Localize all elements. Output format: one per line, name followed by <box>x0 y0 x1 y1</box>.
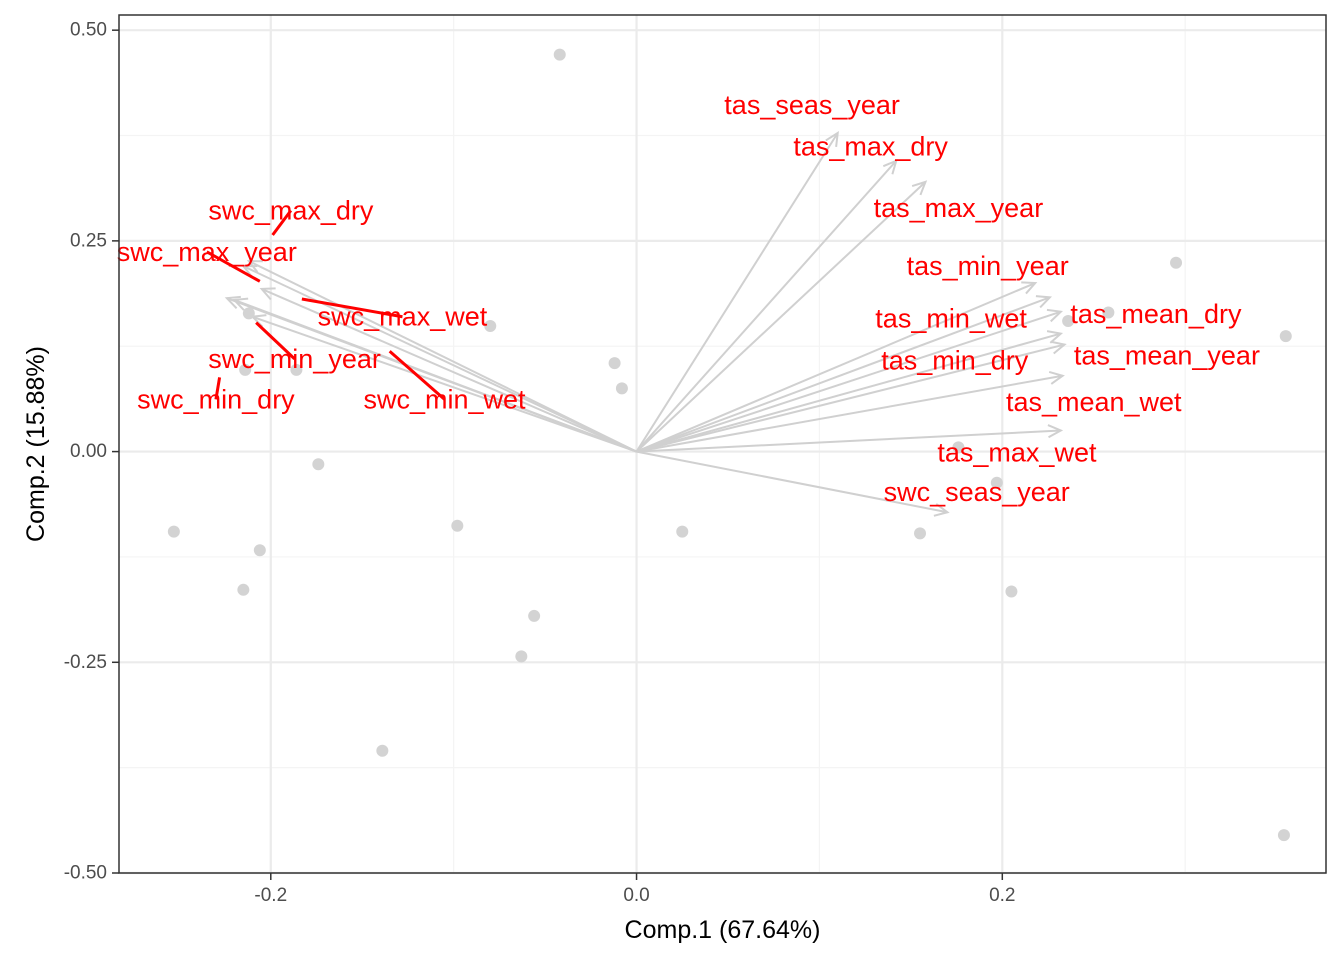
loading-arrow <box>261 288 637 453</box>
loading-arrow <box>636 343 1065 453</box>
score-point <box>515 650 528 663</box>
score-point <box>290 363 303 376</box>
score-point <box>608 357 621 370</box>
score-point <box>1005 585 1018 598</box>
arrow-head <box>911 180 928 196</box>
arrow-head <box>1046 308 1064 323</box>
loading-arrow <box>635 160 897 453</box>
loading-arrow <box>226 297 637 453</box>
variable-label: tas_max_year <box>874 193 1044 223</box>
score-point <box>253 544 266 557</box>
label-leader-line <box>255 321 296 360</box>
score-point <box>528 609 541 622</box>
arrow-head <box>1046 330 1064 344</box>
loading-arrow <box>248 260 637 453</box>
arrow-head <box>1035 295 1053 309</box>
score-point <box>376 744 389 757</box>
variable-label: tas_min_dry <box>881 346 1029 376</box>
loading-arrow <box>636 450 948 514</box>
y-tick-label: 0.25 <box>70 230 107 251</box>
variable-label: tas_max_wet <box>937 437 1097 467</box>
arrow-head <box>246 260 263 273</box>
variable-label: swc_max_year <box>117 237 297 267</box>
score-point <box>914 527 927 540</box>
score-point <box>1102 306 1115 319</box>
label-leader-line <box>214 377 222 400</box>
variable-label: tas_mean_dry <box>1070 299 1242 329</box>
variable-label: tas_mean_wet <box>1006 387 1182 417</box>
score-point <box>990 476 1003 489</box>
score-point <box>615 382 628 395</box>
arrow-head <box>1047 424 1064 439</box>
variable-label: swc_min_wet <box>363 384 526 414</box>
variable-label: tas_seas_year <box>724 90 900 120</box>
score-point <box>312 458 325 471</box>
loading-arrow <box>252 315 637 453</box>
variable-label: tas_min_wet <box>875 303 1027 333</box>
label-leader-line <box>206 250 261 283</box>
arrow-head <box>1021 281 1038 295</box>
arrow-head <box>259 287 276 301</box>
grid-major <box>119 15 1326 875</box>
score-point <box>1170 256 1183 269</box>
arrow-head <box>882 159 898 175</box>
loading-arrow <box>636 310 1062 453</box>
label-leader-line <box>301 297 403 319</box>
label-leader-line <box>388 350 446 401</box>
variable-label: swc_min_dry <box>137 384 295 414</box>
label-leader-lines <box>206 209 446 401</box>
x-tick-label: 0.2 <box>989 885 1015 906</box>
y-tick-label: -0.25 <box>64 652 107 673</box>
variable-label: swc_max_wet <box>318 302 488 332</box>
y-tick-label: 0.50 <box>70 20 107 41</box>
label-leader-line <box>271 209 293 236</box>
loading-arrow <box>242 265 637 453</box>
variable-label: swc_min_year <box>208 344 381 374</box>
loading-arrow <box>635 181 927 453</box>
y-tick-label: 0.00 <box>70 441 107 462</box>
x-tick-label: -0.2 <box>254 885 287 906</box>
score-point <box>451 519 464 532</box>
score-points <box>167 48 1292 842</box>
variable-label: tas_mean_year <box>1074 341 1260 371</box>
score-point <box>242 307 255 320</box>
score-point <box>553 48 566 61</box>
variable-label: tas_max_dry <box>793 131 948 161</box>
arrow-head <box>1050 340 1067 355</box>
loading-arrow <box>636 282 1036 453</box>
variable-label: swc_max_dry <box>208 196 374 226</box>
score-point <box>237 583 250 596</box>
loading-arrow <box>636 429 1061 453</box>
loading-arrow <box>636 332 1062 453</box>
x-axis-title: Comp.1 (67.64%) <box>625 916 821 944</box>
y-axis-title: Comp.2 (15.88%) <box>22 346 50 542</box>
x-tick-label: 0.0 <box>623 885 649 906</box>
arrow-head <box>933 503 950 517</box>
score-point <box>239 363 252 376</box>
score-point <box>952 441 965 454</box>
loading-arrows <box>224 131 1067 517</box>
arrow-head <box>825 131 839 148</box>
loading-arrow <box>636 374 1063 453</box>
panel-border <box>118 14 1327 874</box>
grid-minor <box>119 15 1326 873</box>
score-point <box>676 525 689 538</box>
score-point <box>484 320 497 333</box>
arrow-head <box>1048 370 1065 385</box>
score-point <box>1062 314 1075 327</box>
arrow-head <box>224 295 241 309</box>
score-point <box>1279 330 1292 343</box>
variable-label: tas_min_year <box>907 251 1069 281</box>
variable-label: swc_seas_year <box>884 477 1070 507</box>
loading-arrow <box>635 132 839 453</box>
arrow-head <box>241 265 258 278</box>
variable-labels: tas_seas_year tas_max_dry tas_max_year tas_… <box>117 90 1260 507</box>
y-tick-label: -0.50 <box>64 863 107 884</box>
score-point <box>167 525 180 538</box>
score-point <box>1277 829 1290 842</box>
loading-arrow <box>636 296 1051 453</box>
axes: -0.2 0.0 0.2 -0.50 -0.25 0.00 0.25 0.50 <box>64 14 1327 906</box>
